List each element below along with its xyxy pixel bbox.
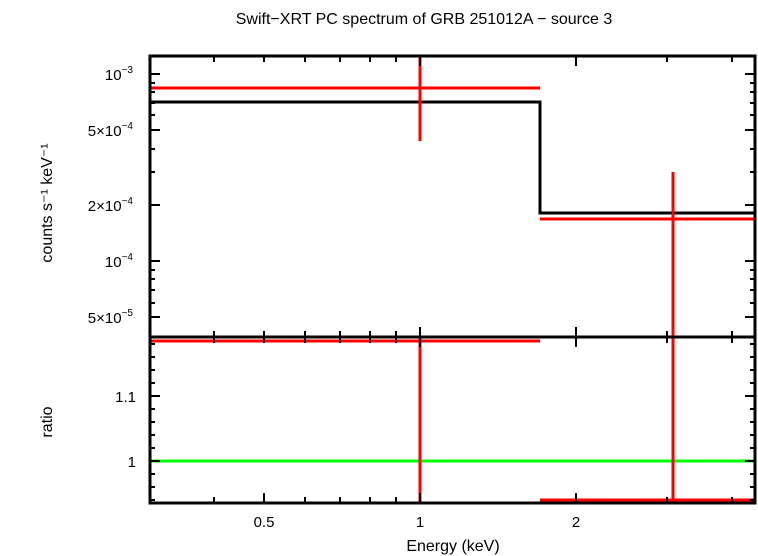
ratio-tick-label: 1 [128,454,136,471]
plot-frame [148,54,757,505]
y-tick-label: 5×10−5 [88,308,134,327]
y-tick-label: 2×10−4 [88,196,134,215]
y-tick-label: 10−3 [105,65,134,84]
ratio-panel [150,337,755,503]
y-tick-label: 5×10−4 [88,121,134,140]
x-ticks [213,56,733,503]
y-tick-label: 10−4 [105,252,134,271]
y-tick-labels-top: 10−3 5×10−4 2×10−4 10−4 5×10−5 [88,65,134,327]
x-tick-label: 0.5 [254,514,275,531]
y-axis-label-ratio: ratio [39,406,56,437]
x-axis-label: Energy (keV) [406,538,499,555]
y-ticks-top [150,73,755,318]
y-ticks-ratio [150,343,755,501]
ratio-tick-label: 1.1 [115,389,136,406]
chart-title: Swift−XRT PC spectrum of GRB 251012A − s… [236,11,613,28]
x-tick-label: 1 [416,514,424,531]
spectrum-panel [150,56,755,337]
model-step-line [150,100,755,215]
y-axis-label-counts: counts s⁻¹ keV⁻¹ [39,143,56,262]
x-tick-label: 2 [572,514,580,531]
